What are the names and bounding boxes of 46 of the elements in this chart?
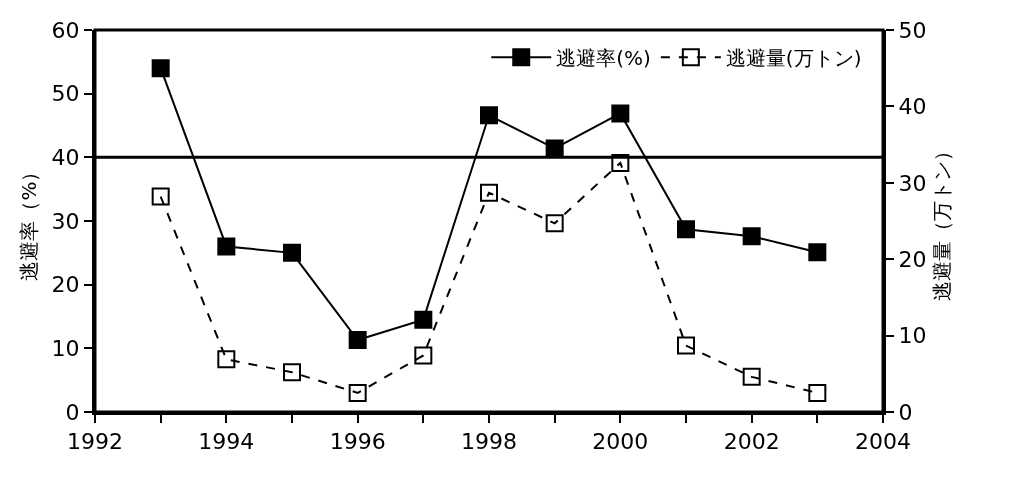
x-tick-label: 1992 — [67, 429, 123, 455]
x-tick-label: 1996 — [329, 429, 386, 455]
y2-tick-label: 20 — [898, 246, 927, 272]
point — [348, 331, 367, 350]
point — [480, 106, 498, 125]
x-tick-label: 2002 — [723, 429, 780, 455]
y-tick-label: 40 — [51, 145, 80, 171]
y-tick-label: 50 — [51, 81, 80, 107]
point — [348, 383, 367, 402]
y-tick-label: 60 — [51, 17, 80, 43]
legend-label: 逃避率(%) — [556, 45, 651, 70]
legend-label: 逃避量(万トン) — [725, 45, 862, 70]
y2-tick-label: 0 — [898, 399, 913, 425]
y2-tick-label: 50 — [898, 17, 927, 43]
x-tick-label: 1998 — [461, 429, 517, 455]
point — [545, 214, 564, 233]
y2-tick-label: 30 — [898, 170, 927, 196]
point — [283, 363, 301, 382]
point — [742, 227, 761, 246]
y-tick-label: 30 — [51, 208, 80, 234]
y-tick-label: 20 — [51, 272, 80, 298]
y2-axis-title: 逃避量（万トン） — [929, 141, 954, 301]
y2-tick-label: 40 — [898, 94, 927, 120]
point — [611, 104, 630, 123]
point — [414, 346, 433, 365]
point — [545, 139, 564, 158]
y2-tick-label: 10 — [898, 323, 927, 349]
point — [677, 220, 695, 239]
x-tick-label: 2000 — [592, 429, 649, 455]
point — [283, 243, 301, 262]
point — [151, 59, 170, 78]
point — [151, 187, 170, 206]
point — [808, 383, 827, 402]
point — [808, 243, 827, 262]
x-tick-label: 1994 — [198, 429, 255, 455]
point — [611, 153, 630, 172]
point — [217, 237, 236, 256]
point — [414, 310, 433, 329]
point — [742, 367, 761, 386]
y-axis-title: 逃避率（%） — [17, 161, 42, 281]
x-tick-label: 2004 — [855, 429, 911, 455]
point — [677, 336, 695, 355]
y-tick-label: 0 — [65, 399, 80, 425]
point — [480, 183, 498, 202]
y-tick-label: 10 — [51, 336, 80, 362]
point — [217, 350, 236, 369]
